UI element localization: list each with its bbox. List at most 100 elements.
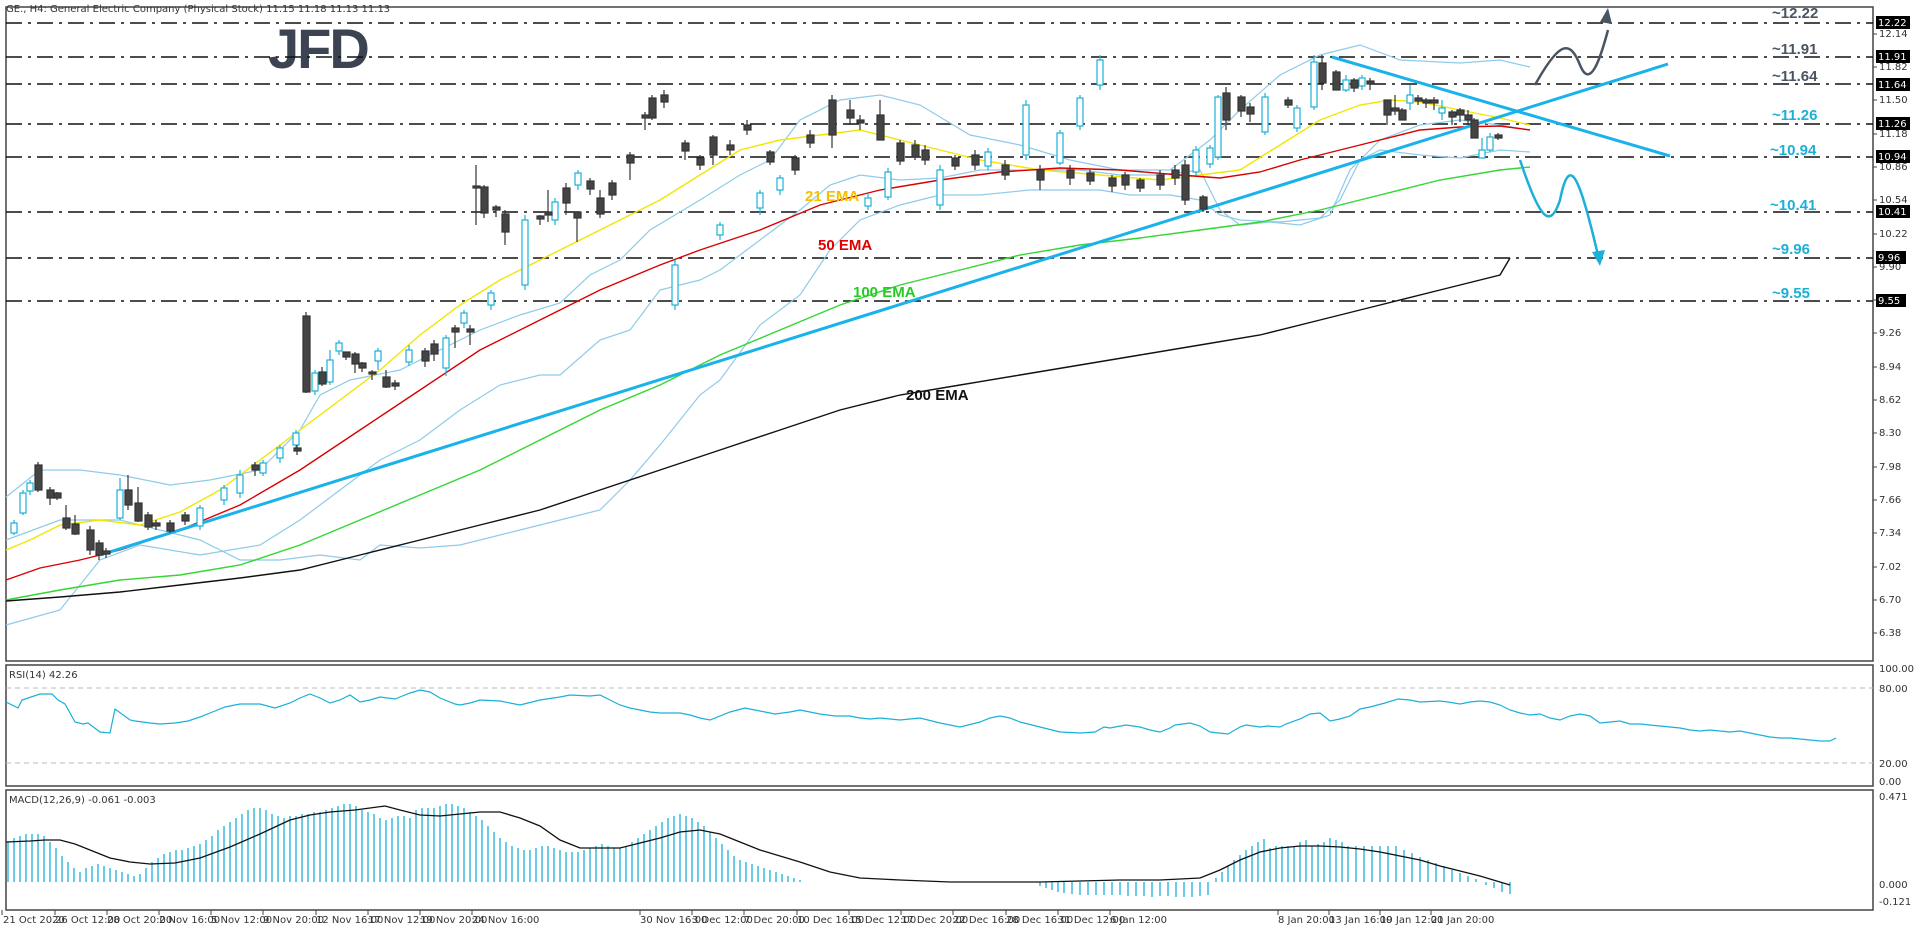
svg-text:8.62: 8.62: [1879, 395, 1901, 406]
svg-text:7.98: 7.98: [1879, 462, 1901, 473]
svg-text:10.22: 10.22: [1879, 229, 1908, 240]
svg-text:6.38: 6.38: [1879, 628, 1901, 639]
macd-axis: 0.471 0.000 -0.121: [1879, 792, 1911, 908]
svg-text:0.000: 0.000: [1879, 880, 1908, 891]
svg-text:10.86: 10.86: [1879, 162, 1908, 173]
price-axis: 12.14 11.82 11.50 11.18 10.86 10.54 10.2…: [1873, 29, 1908, 639]
candlesticks: [10, 55, 1503, 560]
svg-text:17 Nov 12:00: 17 Nov 12:00: [368, 915, 435, 926]
svg-text:13 Jan 16:00: 13 Jan 16:00: [1329, 915, 1392, 926]
svg-text:7.02: 7.02: [1879, 562, 1901, 573]
svg-text:9.26: 9.26: [1879, 328, 1901, 339]
ema-200-label: 200 EMA: [906, 387, 969, 404]
svg-text:8.30: 8.30: [1879, 428, 1901, 439]
svg-text:12 Nov 16:00: 12 Nov 16:00: [316, 915, 383, 926]
svg-text:9.55: 9.55: [1878, 296, 1900, 307]
rsi-panel-frame: [5, 664, 1874, 787]
rsi-line: [5, 689, 1837, 742]
level-label-12-22: ~12.22: [1772, 5, 1818, 22]
rising-trendline: [99, 62, 1669, 557]
svg-text:10.54: 10.54: [1879, 195, 1908, 206]
macd-histogram: [7, 804, 1511, 897]
svg-text:20.00: 20.00: [1879, 759, 1908, 770]
svg-text:11.26: 11.26: [1878, 119, 1907, 130]
level-labels: ~12.22 ~11.91 ~11.64 ~11.26 ~10.94 ~10.4…: [1770, 5, 1818, 302]
level-label-11-64: ~11.64: [1772, 68, 1818, 85]
level-label-11-91: ~11.91: [1772, 41, 1817, 58]
ema-50-label: 50 EMA: [818, 237, 872, 254]
svg-text:5 Nov 12:00: 5 Nov 12:00: [211, 915, 272, 926]
svg-text:9 Nov 20:00: 9 Nov 20:00: [263, 915, 324, 926]
macd-label: MACD(12,26,9) -0.061 -0.003: [9, 795, 156, 806]
ema-50-line: [5, 125, 1531, 581]
svg-text:7 Dec 20:00: 7 Dec 20:00: [744, 915, 805, 926]
level-label-10-94: ~10.94: [1770, 142, 1817, 159]
ema-100-line: [5, 166, 1531, 601]
svg-text:100.00: 100.00: [1879, 664, 1914, 675]
price-panel-frame: [5, 6, 1874, 662]
level-lines: [6, 22, 1873, 302]
rsi-label: RSI(14) 42.26: [9, 670, 78, 681]
svg-text:21 Oct 2020: 21 Oct 2020: [3, 915, 65, 926]
svg-text:8 Jan 20:00: 8 Jan 20:00: [1278, 915, 1335, 926]
svg-text:11.18: 11.18: [1879, 129, 1908, 140]
ema-21-line: [5, 99, 1531, 551]
svg-text:12.14: 12.14: [1879, 29, 1908, 40]
svg-text:11.91: 11.91: [1878, 52, 1907, 63]
chart-title: GE., H4: General Electric Company (Physi…: [6, 4, 390, 15]
svg-text:0.471: 0.471: [1879, 792, 1908, 803]
rsi-axis: 100.00 80.00 20.00 0.00: [1879, 664, 1914, 788]
level-tags: 12.22 11.91 11.64 11.26 10.94 10.41 9.96…: [1876, 16, 1910, 307]
svg-text:9.90: 9.90: [1879, 262, 1901, 273]
level-label-10-41: ~10.41: [1770, 197, 1816, 214]
svg-text:6 Jan 12:00: 6 Jan 12:00: [1110, 915, 1167, 926]
svg-text:22 Dec 16:00: 22 Dec 16:00: [953, 915, 1020, 926]
svg-text:31 Dec 12:00: 31 Dec 12:00: [1058, 915, 1125, 926]
svg-text:8.94: 8.94: [1879, 362, 1901, 373]
bearish-arrowhead-icon: [1592, 250, 1605, 266]
svg-text:0.00: 0.00: [1879, 777, 1901, 788]
svg-text:2 Nov 16:00: 2 Nov 16:00: [159, 915, 220, 926]
svg-text:12.22: 12.22: [1878, 18, 1907, 29]
svg-text:30 Nov 16:00: 30 Nov 16:00: [640, 915, 707, 926]
ema-21-label: 21 EMA: [805, 188, 859, 205]
svg-text:10 Dec 16:00: 10 Dec 16:00: [797, 915, 864, 926]
svg-text:26 Oct 12:00: 26 Oct 12:00: [55, 915, 120, 926]
jfd-logo: JFD: [268, 17, 370, 80]
svg-text:11.50: 11.50: [1879, 95, 1908, 106]
svg-text:11.82: 11.82: [1879, 62, 1908, 73]
bollinger-bands: [5, 44, 1531, 626]
svg-text:21 Jan 20:00: 21 Jan 20:00: [1431, 915, 1494, 926]
bullish-scenario-arrow: [1533, 29, 1610, 86]
svg-text:7.66: 7.66: [1879, 495, 1901, 506]
macd-signal-line: [5, 805, 1511, 886]
svg-text:17 Dec 20:00: 17 Dec 20:00: [901, 915, 968, 926]
svg-text:19 Jan 12:00: 19 Jan 12:00: [1380, 915, 1443, 926]
level-label-11-26: ~11.26: [1772, 107, 1817, 124]
svg-text:80.00: 80.00: [1879, 684, 1908, 695]
svg-text:28 Dec 16:00: 28 Dec 16:00: [1006, 915, 1073, 926]
svg-text:11.64: 11.64: [1878, 80, 1907, 91]
svg-text:7.34: 7.34: [1879, 528, 1901, 539]
svg-text:9.96: 9.96: [1878, 253, 1900, 264]
level-label-9-55: ~9.55: [1772, 285, 1810, 302]
logo-text: JFD: [268, 17, 368, 80]
svg-text:3 Dec 12:00: 3 Dec 12:00: [692, 915, 753, 926]
svg-text:10.41: 10.41: [1878, 207, 1907, 218]
svg-text:-0.121: -0.121: [1879, 897, 1911, 908]
svg-text:10.94: 10.94: [1878, 152, 1907, 163]
svg-text:15 Dec 12:00: 15 Dec 12:00: [849, 915, 916, 926]
ema-200-line: [5, 257, 1511, 602]
svg-text:19 Nov 20:00: 19 Nov 20:00: [420, 915, 487, 926]
bullish-arrowhead-icon: [1600, 8, 1612, 24]
svg-text:24 Nov 16:00: 24 Nov 16:00: [472, 915, 539, 926]
level-label-9-96: ~9.96: [1772, 241, 1810, 258]
bearish-scenario-arrow: [1518, 159, 1600, 256]
svg-text:28 Oct 20:00: 28 Oct 20:00: [107, 915, 172, 926]
macd-panel-frame: [5, 789, 1874, 911]
ema-100-label: 100 EMA: [853, 284, 916, 301]
time-axis: 21 Oct 2020 26 Oct 12:00 28 Oct 20:00 2 …: [1, 910, 1494, 926]
falling-trendline: [1331, 55, 1671, 158]
svg-text:6.70: 6.70: [1879, 595, 1901, 606]
